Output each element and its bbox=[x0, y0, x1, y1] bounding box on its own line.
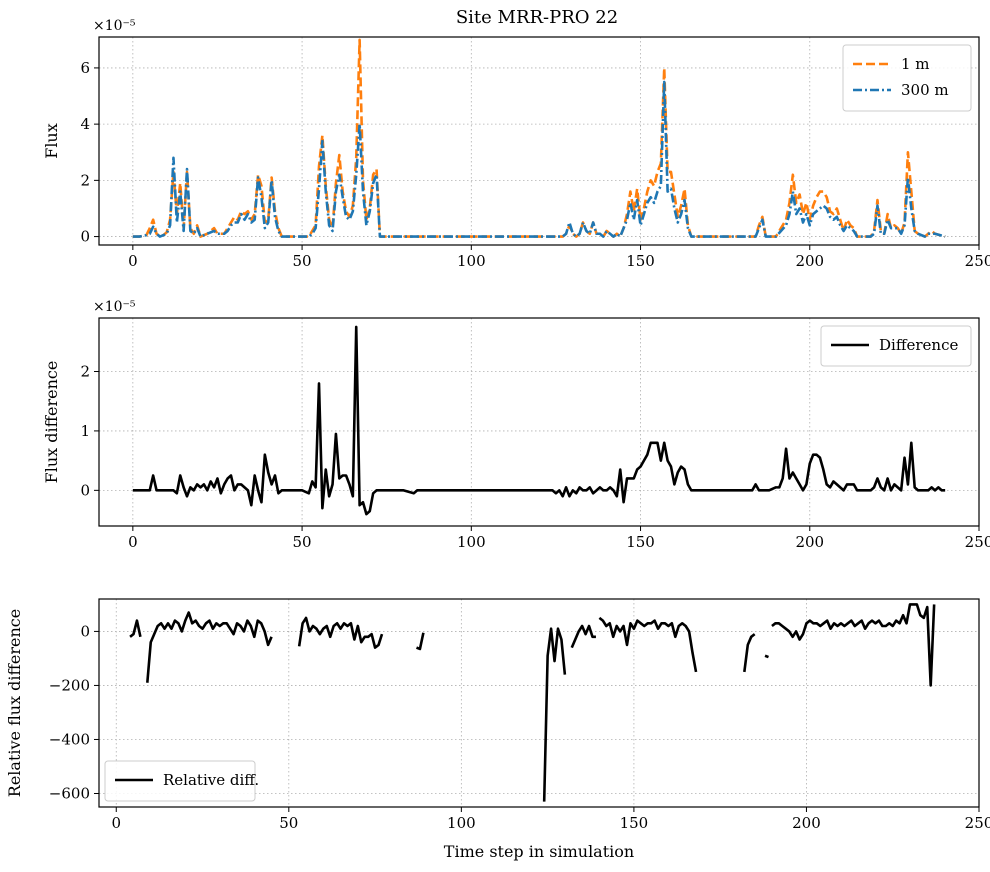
legend-box bbox=[820, 325, 972, 367]
x-tick-label: 50 bbox=[279, 814, 298, 832]
legend-label: 300 m bbox=[901, 81, 949, 99]
y-axis-label: Flux bbox=[42, 123, 61, 159]
series-line-1 bbox=[297, 616, 384, 649]
series-line-1 bbox=[146, 611, 273, 683]
y-tick-label: 0 bbox=[80, 622, 90, 640]
series-line-1 bbox=[771, 603, 936, 687]
legend-box bbox=[104, 760, 256, 802]
y-tick-label: 0 bbox=[80, 228, 90, 246]
series-line-2 bbox=[132, 80, 946, 238]
figure-title: Site MRR-PRO 22 bbox=[456, 7, 618, 28]
y-tick-label: 2 bbox=[80, 362, 90, 380]
offset-text: ×10⁻⁵ bbox=[93, 18, 136, 34]
x-tick-label: 200 bbox=[795, 533, 824, 551]
x-tick-label: 200 bbox=[792, 814, 821, 832]
series-line-1 bbox=[598, 616, 698, 673]
legend-label: Difference bbox=[879, 336, 958, 354]
x-tick-label: 0 bbox=[128, 533, 138, 551]
y-tick-label: 2 bbox=[80, 171, 90, 189]
offset-text: ×10⁻⁵ bbox=[93, 299, 136, 315]
panel-relative-difference: 0 50 100 150 200 250 0 −200 −400 −600 Relative flu… bbox=[5, 598, 990, 861]
legend: 1 m 300 m bbox=[842, 44, 972, 112]
y-tick-label: 6 bbox=[80, 59, 90, 77]
series-line-1 bbox=[416, 632, 425, 651]
series-line-1 bbox=[570, 624, 596, 649]
x-tick-label: 0 bbox=[128, 252, 138, 270]
y-tick-label: −600 bbox=[49, 784, 90, 802]
y-axis-label: Flux difference bbox=[42, 361, 61, 484]
x-axis-label: Time step in simulation bbox=[444, 842, 634, 861]
x-tick-label: 100 bbox=[457, 252, 486, 270]
y-tick-label: 1 bbox=[80, 422, 90, 440]
series-line-1 bbox=[129, 619, 142, 638]
series-line-1 bbox=[542, 627, 567, 802]
x-tick-label: 50 bbox=[293, 252, 312, 270]
y-axis-label: Relative flux difference bbox=[5, 609, 24, 797]
axes-frame bbox=[98, 598, 980, 808]
y-tick-label: 0 bbox=[80, 481, 90, 499]
series-line-1 bbox=[132, 325, 946, 516]
axes-frame bbox=[98, 36, 980, 246]
x-tick-label: 250 bbox=[965, 533, 990, 551]
legend: Difference bbox=[820, 325, 972, 367]
legend: Relative diff. bbox=[104, 760, 259, 802]
x-tick-label: 50 bbox=[293, 533, 312, 551]
x-tick-label: 100 bbox=[447, 814, 476, 832]
y-tick-label: 4 bbox=[80, 115, 90, 133]
panel-flux: 0 50 100 150 200 250 0 2 4 6 ×10⁻⁵ Flux 1 m 300 m bbox=[42, 18, 990, 270]
x-tick-label: 150 bbox=[626, 252, 655, 270]
x-tick-label: 250 bbox=[965, 252, 990, 270]
y-tick-label: −400 bbox=[49, 730, 90, 748]
x-tick-label: 100 bbox=[457, 533, 486, 551]
y-tick-label: −200 bbox=[49, 676, 90, 694]
x-tick-label: 200 bbox=[795, 252, 824, 270]
x-tick-label: 250 bbox=[965, 814, 990, 832]
legend-box bbox=[842, 44, 972, 112]
series-line-1 bbox=[764, 654, 769, 659]
legend-label: Relative diff. bbox=[163, 771, 259, 789]
x-tick-label: 0 bbox=[111, 814, 121, 832]
legend-label: 1 m bbox=[901, 55, 930, 73]
axes-frame bbox=[98, 317, 980, 527]
x-tick-label: 150 bbox=[620, 814, 649, 832]
x-tick-label: 150 bbox=[626, 533, 655, 551]
panel-flux-difference: 0 50 100 150 200 250 0 1 2 ×10⁻⁵ Flux difference Di… bbox=[42, 299, 990, 551]
series-line-1 bbox=[743, 633, 756, 673]
